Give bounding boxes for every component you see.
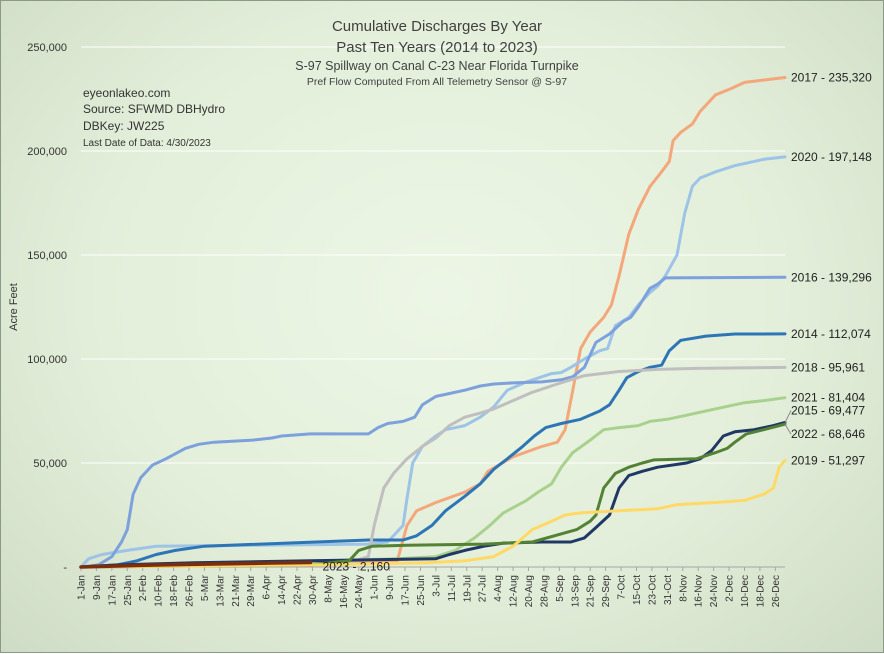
- x-tick-label: 13-Mar: [215, 574, 226, 606]
- x-tick-label: 27-Jul: [478, 575, 489, 602]
- series-line-2022: [79, 422, 787, 569]
- x-tick-label: 20-Aug: [524, 575, 535, 607]
- y-tick-labels: - 50,000 100,000 150,000 200,000 250,000: [27, 42, 67, 574]
- x-tick-label: 16-May: [339, 575, 350, 608]
- x-tick-label: 6-Apr: [262, 574, 273, 599]
- y-tick-label: 150,000: [27, 250, 67, 262]
- x-tick-label: 1-Jan: [77, 575, 88, 600]
- x-tick-label: 10-Feb: [154, 575, 165, 607]
- series-lines: [79, 76, 787, 569]
- x-tick-label: 8-May: [323, 575, 334, 603]
- x-tick-label: 17-Jan: [107, 575, 118, 606]
- x-tick-label: 25-Jun: [416, 575, 427, 606]
- series-line-2019: [79, 458, 787, 569]
- x-tick-label: 24-May: [354, 575, 365, 608]
- series-line-2014: [79, 332, 787, 569]
- x-tick-label: 14-Apr: [277, 574, 288, 605]
- info-source: Source: SFWMD DBHydro: [83, 102, 225, 116]
- x-tick-label: 26-Dec: [771, 575, 782, 607]
- series-line-2016: [79, 275, 787, 569]
- x-tick-label: 24-Nov: [709, 575, 720, 607]
- x-tick-label: 2-Dec: [725, 575, 736, 602]
- x-tick-label: 31-Oct: [663, 575, 674, 605]
- x-tick-label: 10-Dec: [740, 575, 751, 607]
- x-tick-label: 22-Apr: [293, 574, 304, 605]
- x-tick-label: 18-Feb: [169, 575, 180, 607]
- y-tick-label: -: [63, 562, 67, 574]
- series-line-2021: [79, 396, 787, 569]
- end-label-2018: 2018 - 95,961: [791, 360, 865, 374]
- axes: [80, 566, 785, 571]
- end-label-2023: 2023 - 2,160: [323, 560, 391, 574]
- x-tick-label: 25-Jan: [123, 575, 134, 606]
- x-tick-label: 15-Oct: [632, 575, 643, 605]
- y-tick-label: 50,000: [33, 458, 67, 470]
- x-tick-label: 18-Dec: [755, 575, 766, 607]
- x-tick-label: 21-Sep: [586, 575, 597, 608]
- y-tick-label: 200,000: [27, 146, 67, 158]
- end-label-2017: 2017 - 235,320: [791, 71, 872, 85]
- x-tick-label: 19-Jul: [462, 575, 473, 602]
- series-line-2018: [79, 365, 787, 569]
- x-tick-label: 12-Aug: [509, 575, 520, 607]
- x-tick-label: 29-Mar: [246, 574, 257, 606]
- x-tick-label: 17-Jun: [401, 575, 412, 606]
- x-tick-label: 23-Oct: [647, 575, 658, 605]
- x-tick-label: 11-Jul: [447, 575, 458, 602]
- end-label-2022: 2022 - 68,646: [791, 427, 865, 441]
- end-label-2019: 2019 - 51,297: [791, 453, 865, 467]
- end-label-2014: 2014 - 112,074: [791, 327, 871, 341]
- y-axis-label: Acre Feet: [8, 283, 20, 331]
- chart-title: Cumulative Discharges By Year: [332, 18, 542, 35]
- series-line-2023: [79, 560, 313, 569]
- x-tick-label: 9-Jun: [385, 575, 396, 600]
- x-tick-label: 13-Sep: [570, 575, 581, 608]
- x-tick-label: 8-Nov: [678, 575, 689, 602]
- gridlines: [81, 46, 785, 464]
- x-tick-label: 5-Mar: [200, 574, 211, 601]
- leader-line: [784, 423, 792, 435]
- x-tick-label: 3-Jul: [431, 575, 442, 597]
- info-site: eyeonlakeo.com: [83, 86, 170, 100]
- chart-title-line2: Past Ten Years (2014 to 2023): [336, 39, 538, 56]
- x-tick-label: 26-Feb: [185, 575, 196, 607]
- leader-line: [784, 410, 792, 423]
- chart-subtitle: S-97 Spillway on Canal C-23 Near Florida…: [295, 59, 579, 73]
- x-tick-label: 4-Aug: [493, 575, 504, 602]
- x-tick-label: 1-Jun: [370, 575, 381, 600]
- y-tick-label: 250,000: [27, 42, 67, 54]
- series-line-2015: [79, 421, 787, 569]
- x-tick-label: 5-Sep: [555, 575, 566, 602]
- end-label-2016: 2016 - 139,296: [791, 270, 872, 284]
- info-last-date: Last Date of Data: 4/30/2023: [83, 138, 211, 149]
- x-tick-labels: 1-Jan 9-Jan 17-Jan 25-Jan 2-Feb 10-Feb 18-Feb 2…: [77, 574, 782, 608]
- x-tick-label: 2-Feb: [138, 575, 149, 602]
- chart-subtitle2: Pref Flow Computed From All Telemetry Se…: [307, 76, 567, 88]
- x-tick-label: 9-Jan: [92, 575, 103, 600]
- x-tick-label: 30-Apr: [308, 574, 319, 605]
- series-end-labels: 2017 - 235,320 2020 - 197,148 2016 - 139,2…: [323, 71, 873, 574]
- x-tick-label: 28-Aug: [539, 575, 550, 607]
- series-line-2017: [79, 76, 787, 569]
- end-label-2015: 2015 - 69,477: [791, 403, 865, 417]
- y-tick-label: 100,000: [27, 354, 67, 366]
- end-label-2021: 2021 - 81,404: [791, 391, 865, 405]
- end-label-2020: 2020 - 197,148: [791, 150, 872, 164]
- x-tick-label: 21-Mar: [231, 574, 242, 606]
- x-tick-label: 29-Sep: [601, 575, 612, 608]
- x-tick-label: 16-Nov: [694, 575, 705, 607]
- x-tick-label: 7-Oct: [617, 575, 628, 600]
- info-dbkey: DBKey: JW225: [83, 119, 165, 133]
